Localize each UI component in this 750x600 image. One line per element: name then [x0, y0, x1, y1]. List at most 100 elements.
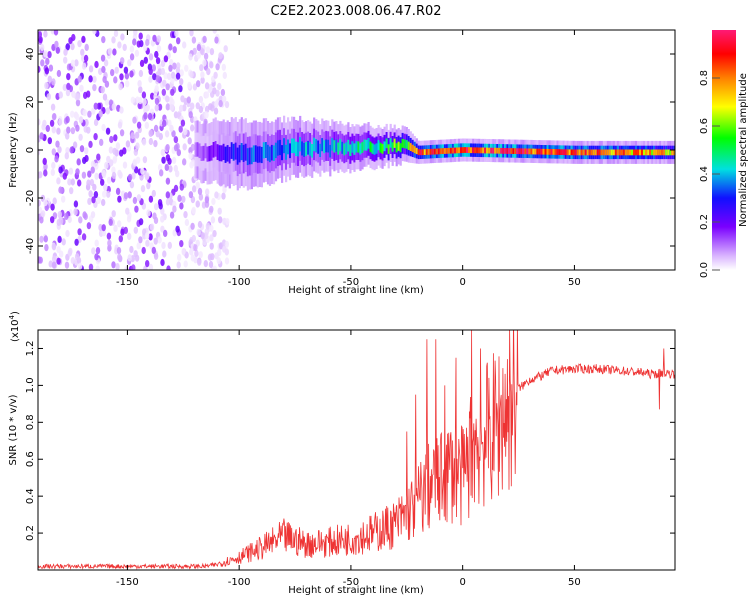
band-cell — [347, 139, 350, 152]
noise-blob — [117, 195, 122, 203]
band-cell — [212, 142, 215, 158]
band-cell — [367, 138, 370, 149]
snr-frame — [37, 329, 676, 571]
colorbar-label: Normalized spectral amplitude — [738, 73, 749, 227]
band-cell — [671, 149, 674, 156]
band-cell — [429, 148, 432, 155]
noise-blob — [221, 95, 227, 103]
snr-series-line — [38, 330, 675, 570]
noise-blob — [96, 153, 101, 161]
noise-blob — [156, 35, 161, 43]
noise-blob — [197, 220, 203, 229]
noise-blob — [113, 30, 119, 38]
noise-blob — [69, 146, 74, 154]
noise-blob — [187, 81, 192, 89]
noise-blob — [209, 61, 214, 69]
band-cell — [472, 147, 475, 154]
noise-blob — [56, 246, 61, 254]
noise-blob — [175, 225, 180, 233]
band-cell — [224, 146, 227, 163]
noise-blob — [38, 31, 42, 39]
noise-blob — [118, 235, 124, 243]
band-cell — [437, 148, 441, 155]
noise-blob — [93, 102, 99, 110]
noise-blob — [191, 36, 197, 44]
noise-blob — [179, 78, 184, 86]
noise-blob — [87, 170, 92, 178]
band-cell — [309, 142, 312, 156]
noise-blob — [153, 88, 158, 96]
noise-blob — [161, 88, 166, 96]
y-tick-label: 1.0 — [25, 377, 36, 393]
noise-blob — [88, 65, 94, 73]
band-cell — [313, 137, 316, 152]
band-cell — [268, 146, 272, 163]
noise-blob — [204, 196, 210, 204]
noise-blob — [209, 224, 214, 232]
noise-blob — [51, 255, 57, 263]
noise-blob — [120, 33, 125, 41]
noise-blob — [51, 243, 57, 251]
noise-blob — [188, 111, 193, 119]
noise-blob — [143, 56, 148, 64]
band-cell — [208, 146, 211, 162]
noise-blob — [102, 75, 107, 84]
noise-blob — [43, 199, 48, 207]
noise-blob — [119, 106, 124, 114]
noise-blob — [67, 178, 72, 186]
noise-blob — [176, 37, 181, 45]
band-cell — [657, 149, 660, 156]
noise-blob — [218, 216, 223, 224]
noise-blob — [131, 264, 136, 270]
noise-blob — [93, 118, 99, 127]
noise-blob — [178, 85, 183, 93]
band-cell — [612, 149, 616, 156]
noise-blob — [188, 152, 193, 160]
noise-blob — [169, 103, 174, 111]
band-cell — [449, 147, 453, 154]
noise-blob — [64, 261, 70, 269]
band-cell — [655, 149, 658, 156]
noise-blob — [119, 73, 124, 81]
band-cell — [281, 145, 284, 161]
noise-blob — [190, 102, 195, 110]
noise-blob — [67, 215, 72, 224]
noise-blob — [101, 169, 106, 177]
noise-blob — [95, 265, 100, 270]
band-cell — [427, 149, 430, 155]
noise-blob — [98, 223, 103, 232]
noise-blob — [86, 90, 91, 98]
noise-blob — [59, 250, 64, 258]
noise-blob — [101, 198, 106, 207]
noise-blob — [101, 36, 106, 44]
band-cell — [403, 139, 406, 149]
band-cell — [413, 146, 416, 154]
noise-blob — [161, 156, 166, 164]
noise-blob — [94, 172, 99, 180]
band-cell — [283, 138, 286, 154]
noise-blob — [134, 205, 139, 213]
noise-blob — [209, 234, 214, 242]
noise-blob — [177, 194, 182, 202]
noise-blob — [212, 30, 217, 34]
noise-blob — [148, 195, 154, 203]
noise-blob — [51, 148, 56, 156]
noise-blob — [43, 169, 48, 177]
noise-blob — [204, 82, 210, 90]
noise-blob — [66, 82, 71, 90]
noise-blob — [66, 126, 71, 134]
noise-blob — [38, 65, 41, 73]
noise-blob — [214, 191, 219, 199]
noise-blob — [111, 103, 117, 111]
noise-blob — [51, 161, 56, 170]
noise-blob — [82, 109, 87, 117]
band-cell — [349, 144, 352, 156]
band-cell — [486, 147, 489, 154]
x-tick-label: 50 — [568, 277, 581, 288]
noise-blob — [122, 161, 128, 169]
noise-blob — [70, 127, 76, 135]
band-cell — [631, 149, 634, 156]
noise-blob — [81, 35, 86, 44]
band-cell — [248, 147, 251, 165]
noise-blob — [144, 121, 149, 129]
